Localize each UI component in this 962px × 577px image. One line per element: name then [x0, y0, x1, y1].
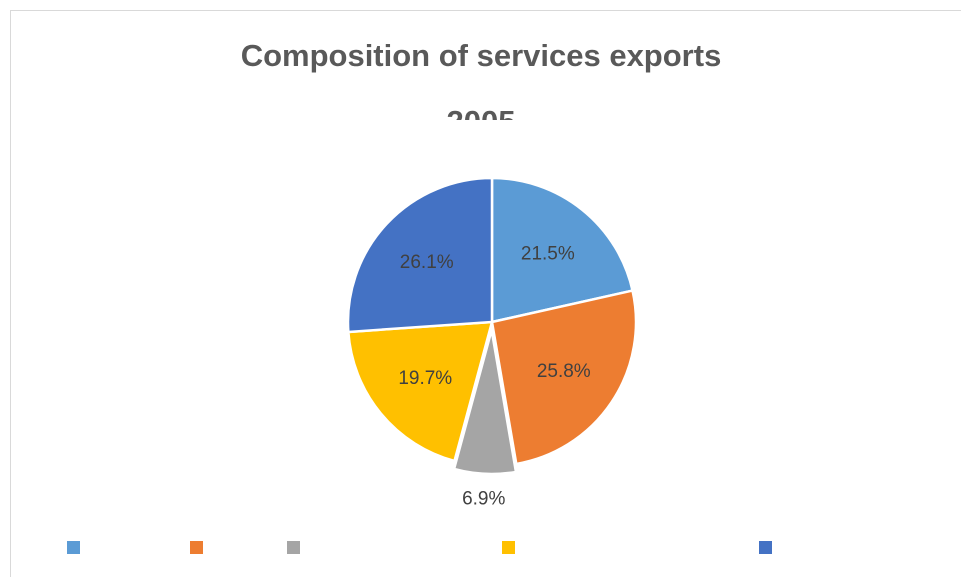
legend-swatch — [759, 541, 772, 554]
chart-subtitle-clip: 2005 — [0, 98, 962, 120]
legend-swatch — [502, 541, 515, 554]
pie-slice — [490, 289, 638, 466]
legend-swatch — [190, 541, 203, 554]
chart-title: Composition of services exports — [240, 38, 722, 73]
legend-swatch — [67, 541, 80, 554]
pie-slice — [346, 176, 494, 334]
data-label: 25.8% — [537, 361, 591, 382]
chart-subtitle: 2005 — [0, 104, 962, 120]
data-label: 6.9% — [462, 488, 505, 509]
pie-slice — [452, 328, 518, 476]
data-label: 26.1% — [400, 252, 454, 273]
legend-swatch — [287, 541, 300, 554]
pie-slice — [490, 176, 634, 324]
data-label: 19.7% — [398, 368, 452, 389]
pie-slice — [347, 320, 494, 463]
data-label: 21.5% — [521, 243, 575, 264]
